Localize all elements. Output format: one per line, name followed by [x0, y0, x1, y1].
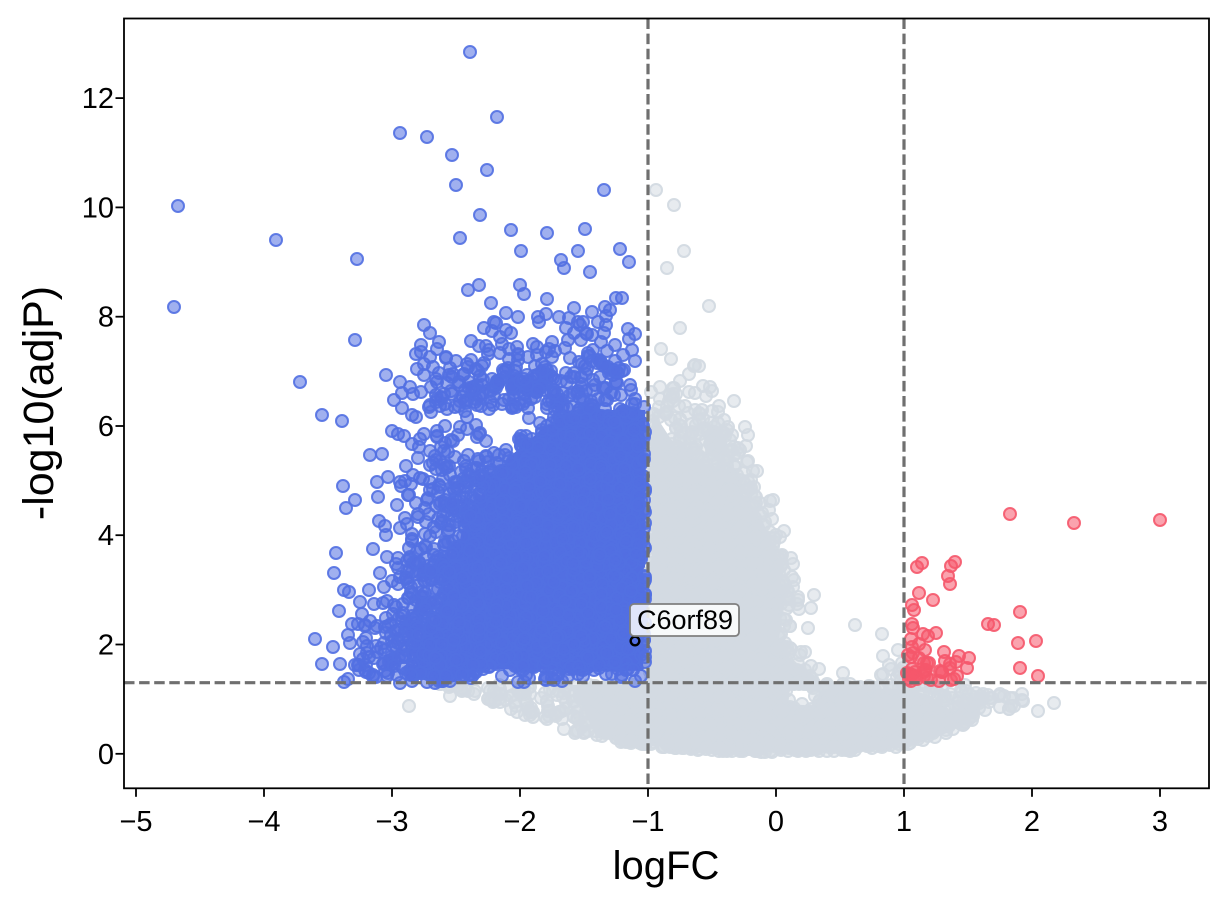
svg-text:8: 8 — [98, 302, 114, 334]
svg-text:2: 2 — [1024, 806, 1040, 838]
svg-text:-log10(adjP): -log10(adjP) — [15, 286, 63, 520]
svg-text:6: 6 — [98, 411, 114, 443]
svg-text:10: 10 — [82, 192, 114, 224]
svg-text:−3: −3 — [375, 806, 408, 838]
svg-text:1: 1 — [896, 806, 912, 838]
svg-text:−2: −2 — [503, 806, 536, 838]
svg-text:−4: −4 — [247, 806, 280, 838]
svg-text:2: 2 — [98, 630, 114, 662]
svg-text:C6orf89: C6orf89 — [637, 605, 733, 635]
svg-text:−5: −5 — [119, 806, 152, 838]
svg-text:4: 4 — [98, 520, 114, 552]
svg-text:12: 12 — [82, 83, 114, 115]
svg-text:0: 0 — [98, 739, 114, 771]
svg-text:−1: −1 — [631, 806, 664, 838]
svg-text:0: 0 — [768, 806, 784, 838]
svg-text:3: 3 — [1152, 806, 1168, 838]
svg-text:logFC: logFC — [613, 844, 720, 888]
